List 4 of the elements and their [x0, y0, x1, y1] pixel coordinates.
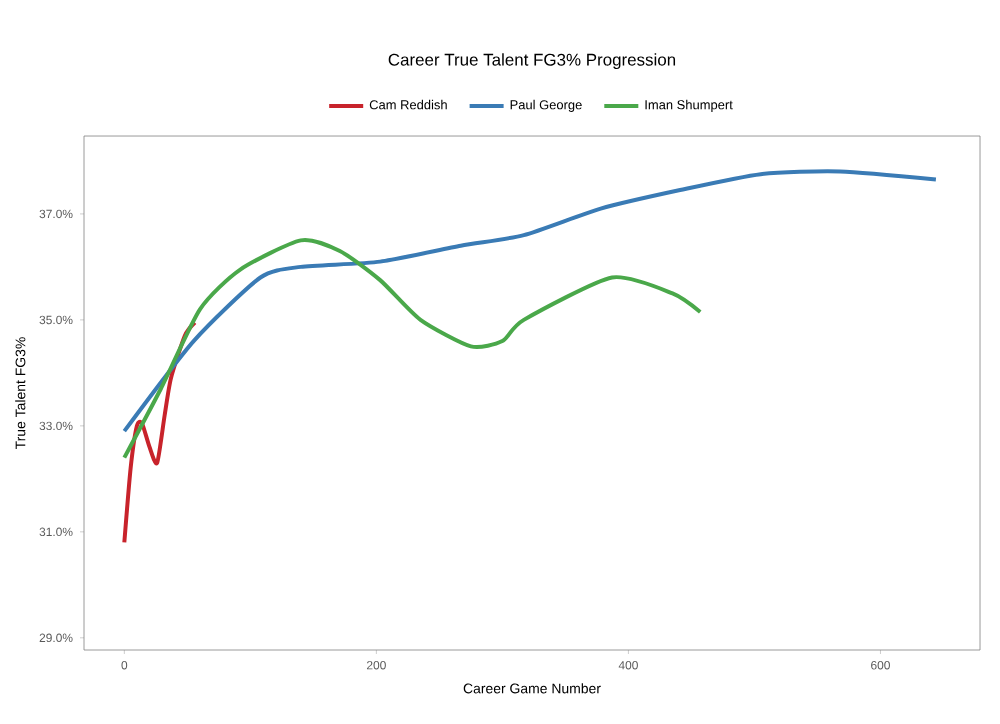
line-series — [122, 320, 197, 545]
line-series — [122, 238, 703, 460]
chart-title: Career True Talent FG3% Progression — [388, 53, 676, 70]
line-series — [122, 169, 938, 434]
